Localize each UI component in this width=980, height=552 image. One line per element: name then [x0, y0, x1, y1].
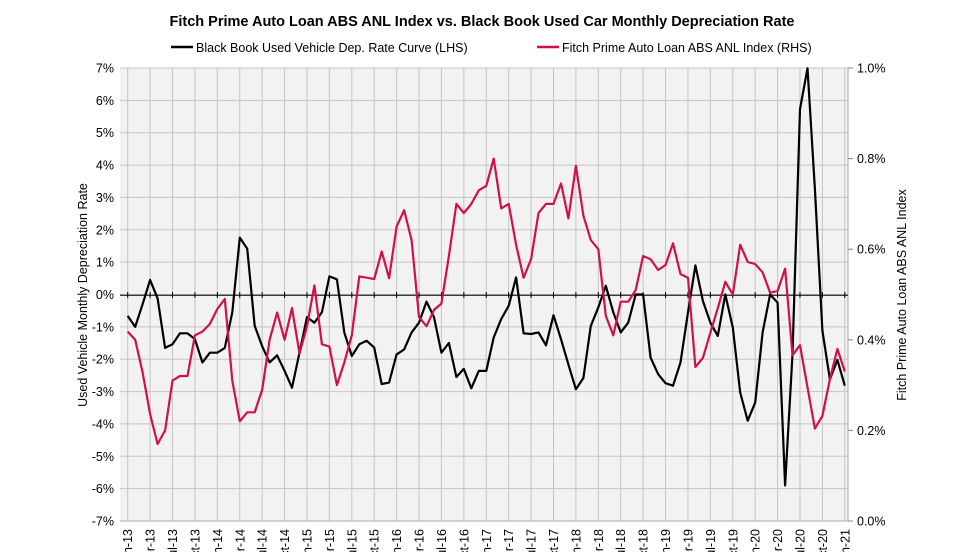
- left-tick-label: 3%: [96, 191, 114, 205]
- x-tick-label: Jul-13: [166, 529, 180, 552]
- left-tick-label: 1%: [96, 256, 114, 270]
- x-tick-label: Oct-13: [188, 529, 202, 552]
- x-tick-label: Jan-16: [390, 529, 404, 552]
- left-tick-label: -7%: [92, 515, 114, 529]
- x-tick-label: Jan-20: [749, 529, 763, 552]
- left-tick-label: 7%: [96, 62, 114, 76]
- x-tick-label: Oct-14: [278, 529, 292, 552]
- left-tick-label: -3%: [92, 385, 114, 399]
- x-tick-label: Apr-19: [681, 529, 695, 552]
- left-tick-label: 0%: [96, 288, 114, 302]
- x-tick-label: Apr-13: [144, 529, 158, 552]
- x-tick-label: Oct-16: [457, 529, 471, 552]
- x-tick-label: Oct-15: [368, 529, 382, 552]
- x-tick-label: Oct-20: [816, 529, 830, 552]
- x-tick-label: Jan-21: [838, 529, 852, 552]
- gridlines: [120, 67, 848, 522]
- x-tick-label: Apr-20: [771, 529, 785, 552]
- x-tick-label: Apr-17: [502, 529, 516, 552]
- left-tick-label: -5%: [92, 450, 114, 464]
- left-tick-label: -4%: [92, 417, 114, 431]
- right-tick-label: 0.2%: [857, 424, 886, 438]
- left-tick-label: 5%: [96, 126, 114, 140]
- x-tick-label: Jan-19: [659, 529, 673, 552]
- left-axis-label: Used Vehicle Monthly Depreciation Rate: [76, 183, 90, 407]
- series-lines: [126, 67, 846, 487]
- x-tick-label: Jul-17: [525, 529, 539, 552]
- fitch-anl-index-line: [126, 157, 846, 446]
- x-tick-label: Jan-17: [480, 529, 494, 552]
- x-tick-label: Apr-15: [323, 529, 337, 552]
- left-axis: 7% 6% 5% 4% 3% 2% 1% 0% -1% -2% -3% -4% -5% -6% -7%: [92, 62, 114, 529]
- x-tick-label: Jul-15: [345, 529, 359, 552]
- left-tick-label: -6%: [92, 482, 114, 496]
- legend-label-black: Black Book Used Vehicle Dep. Rate Curve …: [196, 41, 468, 55]
- right-tick-label: 0.6%: [857, 243, 886, 257]
- right-tick-label: 0.8%: [857, 152, 886, 166]
- x-tick-label: Jul-16: [435, 529, 449, 552]
- x-tick-label: Apr-14: [233, 529, 247, 552]
- legend-label-red: Fitch Prime Auto Loan ABS ANL Index (RHS…: [562, 41, 812, 55]
- x-tick-label: Jan-15: [300, 529, 314, 552]
- x-tick-label: Oct-18: [637, 529, 651, 552]
- left-tick-label: -2%: [92, 353, 114, 367]
- left-tick-label: 6%: [96, 94, 114, 108]
- x-tick-label: Jan-13: [121, 529, 135, 552]
- legend: Black Book Used Vehicle Dep. Rate Curve …: [171, 41, 812, 55]
- left-tick-label: -1%: [92, 320, 114, 334]
- x-tick-label: Jul-19: [704, 529, 718, 552]
- right-tick-label: 1.0%: [857, 62, 886, 76]
- x-tick-label: Oct-19: [726, 529, 740, 552]
- right-tick-label: 0.4%: [857, 333, 886, 347]
- x-tick-label: Apr-18: [592, 529, 606, 552]
- chart-title: Fitch Prime Auto Loan ABS ANL Index vs. …: [170, 14, 795, 30]
- black-book-dep-rate-line: [126, 67, 846, 487]
- right-axis-label: Fitch Prime Auto Loan ABS ANL Index: [895, 189, 909, 401]
- left-tick-label: 2%: [96, 223, 114, 237]
- x-tick-label: Oct-17: [547, 529, 561, 552]
- x-tick-label: Jul-18: [614, 529, 628, 552]
- right-axis: 1.0% 0.8% 0.6% 0.4% 0.2% 0.0%: [847, 62, 886, 529]
- x-tick-label: Jul-20: [794, 529, 808, 552]
- x-tick-label: Jan-14: [211, 529, 225, 552]
- left-tick-label: 4%: [96, 159, 114, 173]
- right-tick-label: 0.0%: [857, 515, 886, 529]
- x-tick-label: Jan-18: [569, 529, 583, 552]
- x-tick-label: Apr-16: [413, 529, 427, 552]
- x-tick-label: Jul-14: [256, 529, 270, 552]
